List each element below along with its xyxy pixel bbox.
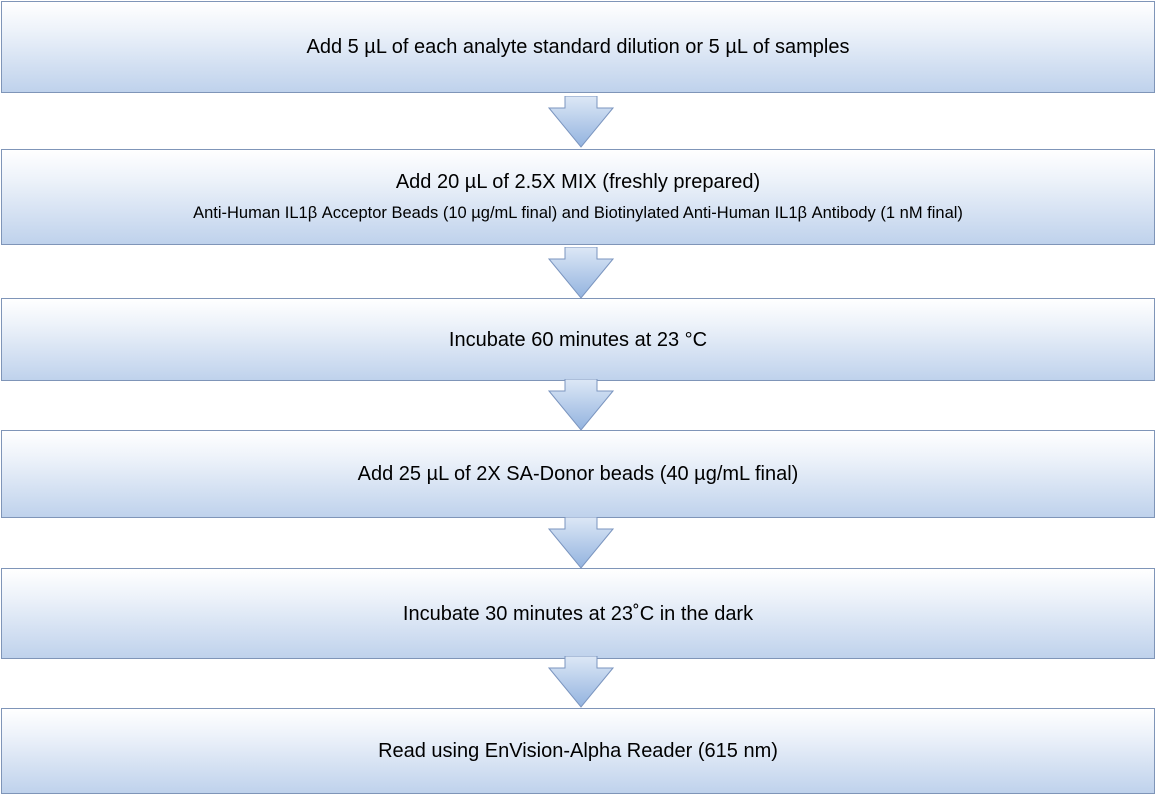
step-5-title: Incubate 30 minutes at 23˚C in the dark	[402, 602, 754, 625]
step-3-box: Incubate 60 minutes at 23 °C	[1, 298, 1155, 381]
step-6-box: Read using EnVision-Alpha Reader (615 nm…	[1, 708, 1155, 794]
down-arrow-icon	[548, 96, 614, 148]
down-arrow-icon	[548, 247, 614, 299]
down-arrow-icon	[548, 656, 614, 708]
step-4-box: Add 25 µL of 2X SA-Donor beads (40 µg/mL…	[1, 430, 1155, 518]
step-3-title: Incubate 60 minutes at 23 °C	[448, 328, 708, 351]
step-4-title: Add 25 µL of 2X SA-Donor beads (40 µg/mL…	[357, 463, 799, 485]
step-2-title: Add 20 µL of 2.5X MIX (freshly prepared)	[395, 171, 761, 193]
step-5-box: Incubate 30 minutes at 23˚C in the dark	[1, 568, 1155, 659]
step-1-title: Add 5 µL of each analyte standard diluti…	[306, 36, 850, 58]
down-arrow-icon	[548, 517, 614, 569]
step-1-box: Add 5 µL of each analyte standard diluti…	[1, 1, 1155, 93]
step-2-detail: Anti-Human IL1β Acceptor Beads (10 µg/mL…	[193, 204, 963, 222]
step-6-title: Read using EnVision-Alpha Reader (615 nm…	[378, 740, 778, 762]
down-arrow-icon	[548, 379, 614, 431]
step-2-box: Add 20 µL of 2.5X MIX (freshly prepared)…	[1, 149, 1155, 245]
